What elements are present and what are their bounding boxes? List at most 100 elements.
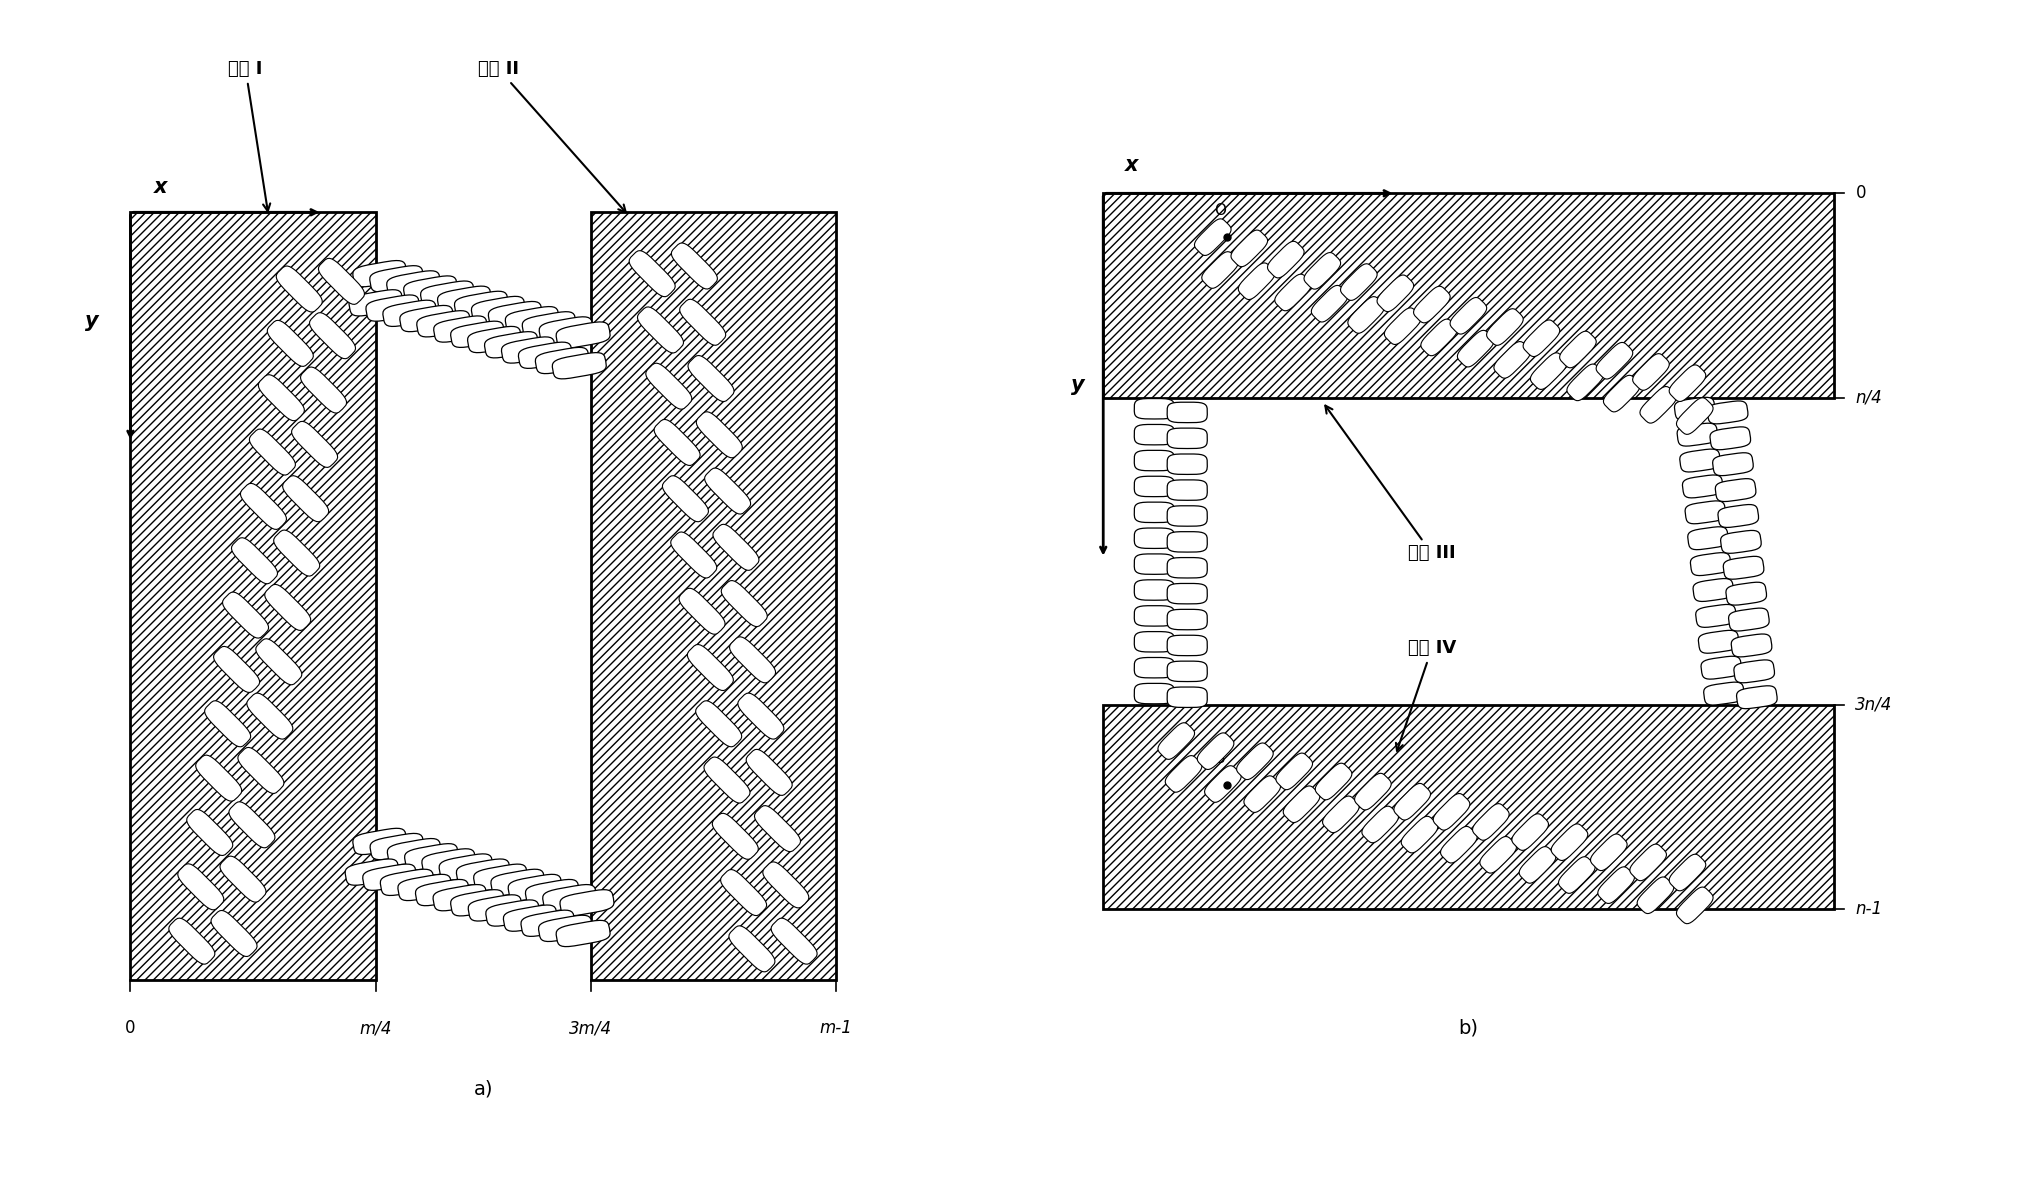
Text: y: y xyxy=(85,312,99,332)
Polygon shape xyxy=(1394,784,1430,820)
Polygon shape xyxy=(1361,806,1398,843)
Polygon shape xyxy=(473,864,527,890)
Polygon shape xyxy=(416,311,471,337)
Polygon shape xyxy=(349,290,402,315)
Polygon shape xyxy=(1523,320,1559,357)
Polygon shape xyxy=(539,317,594,343)
Polygon shape xyxy=(1311,285,1347,322)
Polygon shape xyxy=(1347,297,1384,333)
Polygon shape xyxy=(519,343,572,368)
Polygon shape xyxy=(1711,427,1751,450)
Polygon shape xyxy=(1596,343,1632,379)
Polygon shape xyxy=(729,637,776,683)
Text: 3n/4: 3n/4 xyxy=(1856,696,1893,713)
Polygon shape xyxy=(1135,684,1174,704)
Polygon shape xyxy=(654,419,701,465)
Polygon shape xyxy=(404,275,459,302)
Text: m/4: m/4 xyxy=(360,1019,392,1037)
Polygon shape xyxy=(370,833,424,859)
Polygon shape xyxy=(1731,634,1772,657)
Polygon shape xyxy=(487,900,539,926)
Polygon shape xyxy=(309,313,356,359)
Polygon shape xyxy=(1632,353,1669,391)
Polygon shape xyxy=(1135,580,1174,600)
Polygon shape xyxy=(1283,786,1319,823)
Polygon shape xyxy=(703,757,749,803)
Polygon shape xyxy=(1669,365,1705,401)
Polygon shape xyxy=(210,911,257,957)
Polygon shape xyxy=(291,421,337,467)
Polygon shape xyxy=(489,301,541,327)
Polygon shape xyxy=(764,862,808,907)
Polygon shape xyxy=(721,870,768,916)
Polygon shape xyxy=(380,869,434,896)
Polygon shape xyxy=(1135,632,1174,652)
Polygon shape xyxy=(467,326,521,353)
Polygon shape xyxy=(1677,398,1713,434)
Polygon shape xyxy=(301,367,347,413)
Polygon shape xyxy=(283,476,329,521)
Polygon shape xyxy=(679,299,725,345)
Polygon shape xyxy=(1168,687,1208,707)
Polygon shape xyxy=(1677,887,1713,924)
Polygon shape xyxy=(713,524,760,571)
Polygon shape xyxy=(1267,241,1305,278)
Polygon shape xyxy=(186,810,232,856)
Polygon shape xyxy=(539,916,592,942)
Polygon shape xyxy=(729,926,776,972)
Text: x: x xyxy=(154,177,168,197)
Text: a): a) xyxy=(473,1079,493,1098)
Polygon shape xyxy=(1695,605,1737,627)
Polygon shape xyxy=(491,869,545,896)
Polygon shape xyxy=(697,412,741,458)
Polygon shape xyxy=(1135,528,1174,548)
Polygon shape xyxy=(265,585,311,631)
Polygon shape xyxy=(1721,531,1761,553)
Text: y: y xyxy=(1071,374,1085,394)
Polygon shape xyxy=(1277,753,1313,790)
Polygon shape xyxy=(503,905,558,931)
Polygon shape xyxy=(521,910,576,937)
Polygon shape xyxy=(1699,631,1739,653)
Text: 区域 III: 区域 III xyxy=(1325,406,1456,563)
Text: 3m/4: 3m/4 xyxy=(570,1019,612,1037)
Polygon shape xyxy=(267,320,313,366)
Polygon shape xyxy=(1681,450,1721,472)
Polygon shape xyxy=(370,266,424,292)
Polygon shape xyxy=(1168,506,1208,526)
Polygon shape xyxy=(1733,660,1774,683)
Polygon shape xyxy=(1202,252,1238,288)
Polygon shape xyxy=(535,347,590,373)
Polygon shape xyxy=(386,271,440,297)
Polygon shape xyxy=(240,484,287,530)
Polygon shape xyxy=(1717,505,1759,527)
Polygon shape xyxy=(1168,610,1208,630)
Polygon shape xyxy=(1168,558,1208,578)
Polygon shape xyxy=(1531,353,1568,390)
Polygon shape xyxy=(1135,425,1174,445)
Polygon shape xyxy=(1715,479,1755,501)
Polygon shape xyxy=(354,260,406,287)
Polygon shape xyxy=(1168,661,1208,681)
Polygon shape xyxy=(1168,532,1208,552)
Polygon shape xyxy=(259,374,305,420)
Polygon shape xyxy=(1737,686,1778,709)
Text: 区域 IV: 区域 IV xyxy=(1396,639,1456,751)
Polygon shape xyxy=(695,700,741,746)
Text: b): b) xyxy=(1458,1018,1479,1037)
Polygon shape xyxy=(713,813,758,859)
Polygon shape xyxy=(1157,723,1194,759)
Polygon shape xyxy=(551,353,606,379)
Polygon shape xyxy=(1168,428,1208,448)
Polygon shape xyxy=(388,838,440,865)
Polygon shape xyxy=(1568,364,1604,400)
Polygon shape xyxy=(214,646,261,692)
Polygon shape xyxy=(471,297,525,322)
Polygon shape xyxy=(422,849,477,875)
Polygon shape xyxy=(1236,743,1273,779)
Polygon shape xyxy=(560,890,614,916)
Polygon shape xyxy=(721,580,768,626)
Polygon shape xyxy=(170,918,214,964)
Polygon shape xyxy=(364,864,416,890)
Polygon shape xyxy=(238,747,285,793)
